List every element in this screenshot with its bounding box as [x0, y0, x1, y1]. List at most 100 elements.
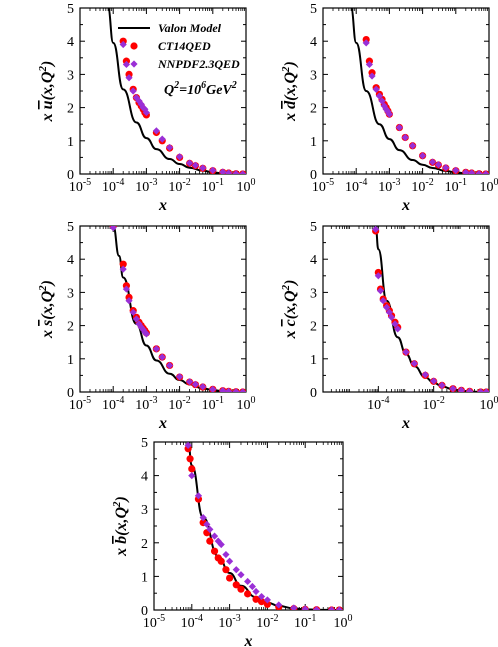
nnpdf23qed-point — [122, 285, 131, 293]
x-tick-label: 10-5 — [69, 177, 91, 195]
x-tick-label: 10-3 — [135, 177, 157, 195]
nnpdf23qed-point — [391, 320, 399, 328]
nnpdf23qed-point — [301, 605, 309, 610]
nnpdf23qed-point — [137, 100, 145, 108]
plot-frame — [322, 7, 490, 175]
x-tick-label: 10-1 — [202, 395, 224, 413]
nnpdf23qed-point — [188, 472, 196, 480]
x-tick-label: 10-2 — [168, 177, 190, 195]
x-tick-exponent: -5 — [83, 177, 91, 188]
nnpdf23qed-point — [419, 152, 427, 160]
nnpdf23qed-point — [362, 39, 370, 47]
y-label-flavour: d — [282, 100, 299, 109]
nnpdf23qed-point — [152, 127, 160, 135]
x-tick-exponent: -4 — [116, 177, 124, 188]
valon-model-curve — [187, 442, 343, 610]
x-tick-label: 10-3 — [378, 177, 400, 195]
nnpdf23qed-point — [109, 226, 117, 232]
nnpdf23qed-point — [466, 387, 474, 392]
x-tick-exponent: 0 — [494, 395, 498, 406]
x-tick-exponent: -4 — [116, 395, 124, 406]
series-group — [109, 226, 246, 392]
nnpdf23qed-point — [376, 287, 385, 295]
legend-circle-icon — [130, 42, 138, 50]
nnpdf23qed-point — [158, 353, 166, 361]
nnpdf23qed-point — [199, 164, 207, 172]
x-tick-exponent: 0 — [251, 395, 256, 406]
y-tick-label: 2 — [310, 102, 317, 117]
x-tick-exponent: -1 — [216, 177, 224, 188]
y-tick-label: 2 — [67, 320, 74, 335]
x-tick-label: 10-4 — [345, 177, 367, 195]
nnpdf23qed-point — [142, 330, 150, 338]
y-tick-label: 3 — [67, 286, 74, 301]
y-tick-label: 4 — [310, 253, 317, 268]
nnpdf23qed-point — [368, 72, 376, 80]
nnpdf23qed-point — [209, 385, 217, 392]
nnpdf23qed-point — [401, 133, 409, 142]
plot-frame — [322, 225, 490, 393]
x-tick-label: 100 — [334, 613, 353, 631]
x-tick-label: 10-2 — [411, 177, 433, 195]
x-tick-label: 10-3 — [135, 395, 157, 413]
nnpdf23qed-point — [462, 168, 470, 174]
y-tick-label: 5 — [141, 436, 148, 451]
nnpdf23qed-point — [232, 170, 240, 174]
legend-diamond-icon — [130, 60, 138, 68]
x-tick-label: 10-1 — [445, 177, 467, 195]
x-tick-exponent: -4 — [359, 177, 367, 188]
nnpdf23qed-point — [166, 361, 174, 370]
y-axis-label: x s(x,Q2) — [37, 280, 56, 339]
x-tick-label: 10-4 — [102, 177, 124, 195]
nnpdf23qed-point — [194, 492, 203, 500]
x-tick-label: 100 — [480, 177, 498, 195]
x-tick-exponent: 0 — [251, 177, 256, 188]
nnpdf23qed-point — [375, 92, 384, 100]
nnpdf23qed-point — [185, 378, 194, 386]
nnpdf23qed-point — [206, 525, 214, 533]
y-tick-label: 4 — [310, 35, 317, 50]
nnpdf23qed-point — [129, 308, 137, 316]
nnpdf23qed-point — [263, 596, 271, 604]
y-tick-label: 5 — [310, 2, 317, 17]
y-tick-label: 5 — [310, 220, 317, 235]
nnpdf23qed-point — [382, 105, 390, 113]
nnpdf23qed-point — [434, 161, 443, 169]
x-axis-label: x — [244, 633, 253, 647]
y-tick-label: 4 — [67, 253, 74, 268]
chart-panel-dbar: 0 1 2 3 4 5 10-5 10-4 10-3 10-2 10-1 100 x x d(x,Q2) — [280, 2, 498, 214]
series-group — [107, 8, 246, 174]
nnpdf23qed-point — [394, 325, 402, 333]
x-tick-exponent: -3 — [149, 395, 157, 406]
x-tick-label: 10-4 — [102, 395, 124, 413]
x-tick-exponent: -5 — [157, 613, 165, 624]
scale-annotation: Q2=106GeV2 — [164, 80, 237, 98]
nnpdf23qed-point — [365, 60, 374, 69]
y-tick-label: 5 — [67, 220, 74, 235]
nnpdf23qed-point — [275, 601, 283, 609]
y-label-flavour: u — [39, 100, 56, 109]
nnpdf23qed-point — [239, 170, 246, 174]
x-tick-exponent: -1 — [216, 395, 224, 406]
nnpdf23qed-point — [252, 587, 260, 596]
y-tick-label: 1 — [141, 570, 148, 585]
nnpdf23qed-point — [232, 566, 240, 574]
nnpdf23qed-point — [119, 40, 127, 49]
nnpdf23qed-point — [482, 170, 489, 174]
nnpdf23qed-point — [328, 606, 336, 610]
nnpdf23qed-point — [475, 170, 483, 174]
plot-frame — [153, 441, 344, 611]
y-tick-label: 4 — [67, 35, 74, 50]
y-tick-label: 0 — [310, 168, 317, 183]
x-axis-label: x — [401, 197, 410, 214]
y-tick-label: 3 — [67, 68, 74, 83]
nnpdf23qed-point — [383, 303, 391, 311]
nnpdf23qed-point — [125, 74, 133, 82]
nnpdf23qed-point — [209, 166, 217, 174]
nnpdf23qed-point — [372, 226, 380, 233]
x-tick-exponent: -2 — [182, 395, 190, 406]
nnpdf23qed-point — [244, 577, 252, 586]
nnpdf23qed-point — [409, 142, 417, 150]
y-tick-label: 0 — [67, 168, 74, 183]
nnpdf23qed-point — [152, 345, 160, 353]
